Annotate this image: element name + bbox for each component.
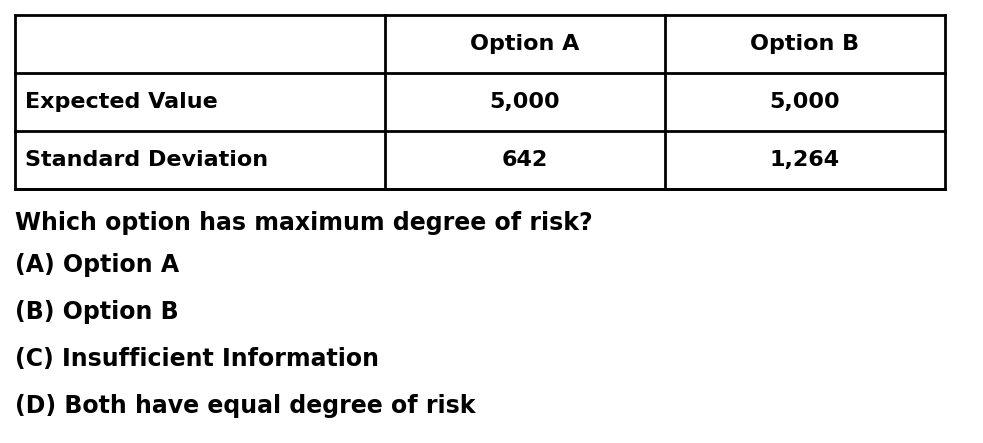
Text: Option A: Option A: [470, 34, 580, 54]
Text: 1,264: 1,264: [770, 150, 840, 170]
Text: (B) Option B: (B) Option B: [15, 300, 179, 324]
Text: Which option has maximum degree of risk?: Which option has maximum degree of risk?: [15, 211, 593, 235]
Text: (D) Both have equal degree of risk: (D) Both have equal degree of risk: [15, 394, 476, 418]
Text: Standard Deviation: Standard Deviation: [25, 150, 268, 170]
Text: (C) Insufficient Information: (C) Insufficient Information: [15, 347, 379, 371]
Text: Expected Value: Expected Value: [25, 92, 218, 112]
Text: (A) Option A: (A) Option A: [15, 253, 179, 277]
Text: 5,000: 5,000: [770, 92, 840, 112]
Text: Option B: Option B: [750, 34, 859, 54]
Text: 5,000: 5,000: [490, 92, 560, 112]
Text: 642: 642: [502, 150, 549, 170]
